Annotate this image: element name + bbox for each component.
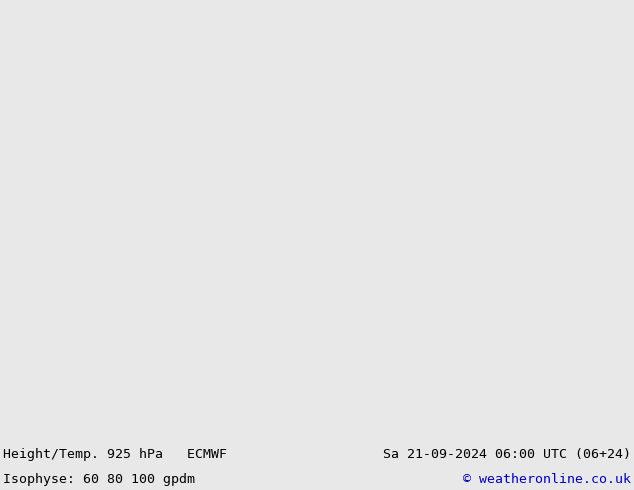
Text: © weatheronline.co.uk: © weatheronline.co.uk [463, 473, 631, 486]
Text: Isophyse: 60 80 100 gpdm: Isophyse: 60 80 100 gpdm [3, 473, 195, 486]
Text: Sa 21-09-2024 06:00 UTC (06+24): Sa 21-09-2024 06:00 UTC (06+24) [383, 448, 631, 461]
Text: Height/Temp. 925 hPa   ECMWF: Height/Temp. 925 hPa ECMWF [3, 448, 227, 461]
